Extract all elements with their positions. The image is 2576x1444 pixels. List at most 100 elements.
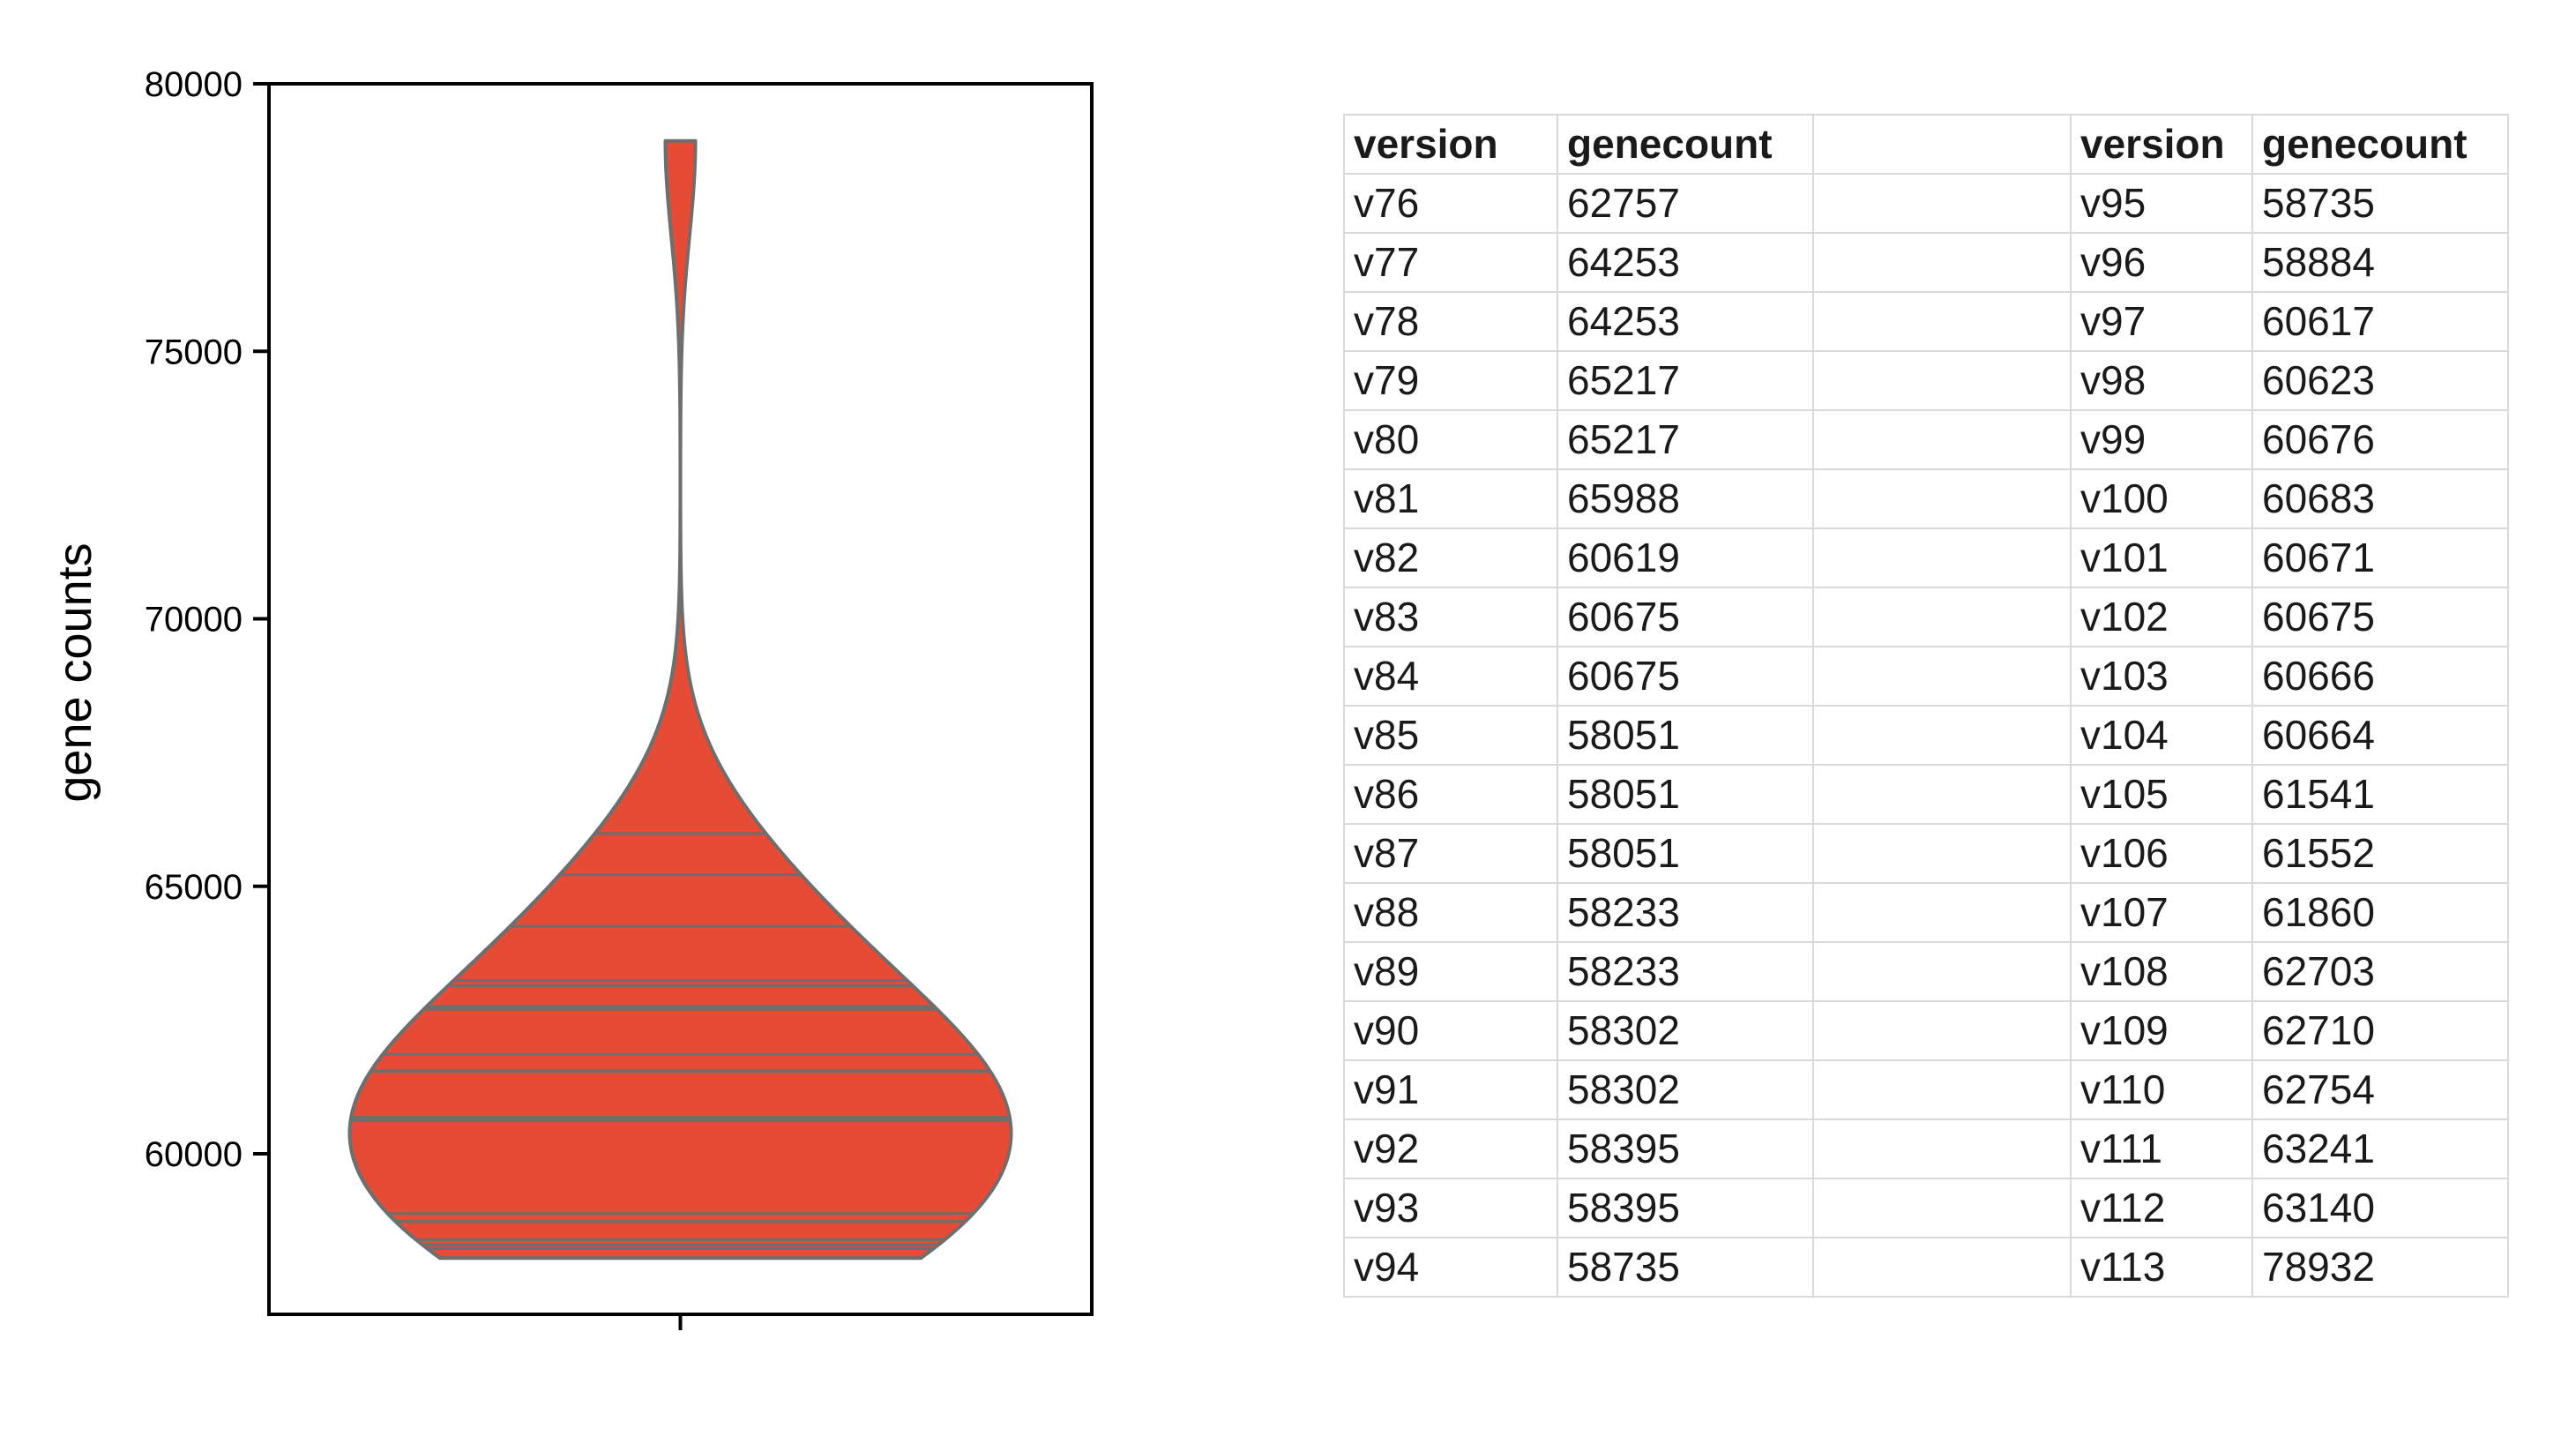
cell-version: v113 (2070, 1237, 2253, 1298)
cell-spacer (1812, 705, 2072, 766)
cell-spacer (1812, 232, 2072, 293)
cell-genecount: 60664 (2251, 705, 2509, 766)
table-row: v93 58395 v112 63140 (1343, 1178, 2509, 1238)
cell-genecount: 65988 (1557, 468, 1814, 529)
table-row: v88 58233 v107 61860 (1343, 882, 2509, 943)
table-row: v83 60675 v102 60675 (1343, 587, 2509, 647)
cell-genecount: 63140 (2251, 1178, 2509, 1238)
axes-layer: 60000 65000 70000 75000 80000 gene counts (49, 65, 1094, 1330)
cell-version: v95 (2070, 173, 2253, 234)
cell-spacer (1812, 764, 2072, 825)
cell-genecount: 61552 (2251, 823, 2509, 884)
gene-count-table: version genecount version genecount v76 6275… (1343, 114, 2509, 1298)
cell-version: v87 (1343, 823, 1558, 884)
cell-genecount: 58051 (1557, 705, 1814, 766)
cell-version: v78 (1343, 291, 1558, 352)
table-row: v80 65217 v99 60676 (1343, 409, 2509, 470)
cell-version: v101 (2070, 527, 2253, 588)
table-row: v85 58051 v104 60664 (1343, 705, 2509, 766)
cell-genecount: 62754 (2251, 1059, 2509, 1120)
y-tick-label-70000: 70000 (145, 601, 243, 640)
cell-version: v91 (1343, 1059, 1558, 1120)
y-tick-label-65000: 65000 (145, 868, 243, 907)
cell-genecount: 58302 (1557, 1059, 1814, 1120)
cell-genecount: 60666 (2251, 646, 2509, 707)
header-version-3: version (2070, 114, 2253, 175)
cell-version: v85 (1343, 705, 1558, 766)
cell-version: v99 (2070, 409, 2253, 470)
table-row: v94 58735 v113 78932 (1343, 1237, 2509, 1298)
table-row: v89 58233 v108 62703 (1343, 941, 2509, 1002)
cell-version: v88 (1343, 882, 1558, 943)
cell-genecount: 65217 (1557, 350, 1814, 411)
cell-spacer (1812, 941, 2072, 1002)
cell-version: v86 (1343, 764, 1558, 825)
cell-genecount: 58302 (1557, 1000, 1814, 1061)
cell-version: v111 (2070, 1119, 2253, 1179)
cell-genecount: 58395 (1557, 1178, 1814, 1238)
cell-genecount: 64253 (1557, 232, 1814, 293)
cell-genecount: 58233 (1557, 882, 1814, 943)
cell-genecount: 64253 (1557, 291, 1814, 352)
cell-spacer (1812, 882, 2072, 943)
table-row: v79 65217 v98 60623 (1343, 350, 2509, 411)
y-tick-label-80000: 80000 (145, 65, 243, 104)
table-body: v76 62757 v95 58735 v77 64253 v96 58884 v78 64253… (1343, 173, 2509, 1298)
cell-version: v97 (2070, 291, 2253, 352)
cell-version: v112 (2070, 1178, 2253, 1238)
cell-version: v105 (2070, 764, 2253, 825)
cell-spacer (1812, 409, 2072, 470)
cell-genecount: 60623 (2251, 350, 2509, 411)
cell-genecount: 60617 (2251, 291, 2509, 352)
header-spacer-2 (1812, 114, 2072, 175)
cell-genecount: 61860 (2251, 882, 2509, 943)
cell-genecount: 61541 (2251, 764, 2509, 825)
cell-spacer (1812, 173, 2072, 234)
cell-version: v108 (2070, 941, 2253, 1002)
cell-spacer (1812, 1237, 2072, 1298)
cell-version: v106 (2070, 823, 2253, 884)
cell-version: v77 (1343, 232, 1558, 293)
cell-genecount: 60676 (2251, 409, 2509, 470)
violin-body (347, 138, 1013, 1261)
cell-version: v80 (1343, 409, 1558, 470)
cell-version: v110 (2070, 1059, 2253, 1120)
cell-genecount: 60675 (1557, 646, 1814, 707)
cell-version: v107 (2070, 882, 2253, 943)
cell-version: v94 (1343, 1237, 1558, 1298)
cell-version: v100 (2070, 468, 2253, 529)
cell-version: v79 (1343, 350, 1558, 411)
cell-version: v92 (1343, 1119, 1558, 1179)
cell-version: v93 (1343, 1178, 1558, 1238)
cell-spacer (1812, 1059, 2072, 1120)
cell-version: v90 (1343, 1000, 1558, 1061)
cell-genecount: 58233 (1557, 941, 1814, 1002)
violin-chart: 60000 65000 70000 75000 80000 gene counts (49, 65, 1094, 1330)
cell-spacer (1812, 1178, 2072, 1238)
cell-version: v104 (2070, 705, 2253, 766)
cell-version: v82 (1343, 527, 1558, 588)
cell-genecount: 60671 (2251, 527, 2509, 588)
table-row: v81 65988 v100 60683 (1343, 468, 2509, 529)
table-row: v78 64253 v97 60617 (1343, 291, 2509, 352)
violin-layer (347, 138, 1013, 1261)
cell-genecount: 62757 (1557, 173, 1814, 234)
cell-spacer (1812, 587, 2072, 647)
cell-genecount: 65217 (1557, 409, 1814, 470)
cell-spacer (1812, 646, 2072, 707)
cell-genecount: 62710 (2251, 1000, 2509, 1061)
cell-spacer (1812, 1119, 2072, 1179)
cell-genecount: 60619 (1557, 527, 1814, 588)
cell-version: v76 (1343, 173, 1558, 234)
cell-version: v102 (2070, 587, 2253, 647)
cell-genecount: 60675 (2251, 587, 2509, 647)
cell-genecount: 58395 (1557, 1119, 1814, 1179)
y-tick-label-60000: 60000 (145, 1135, 243, 1174)
cell-spacer (1812, 527, 2072, 588)
cell-genecount: 63241 (2251, 1119, 2509, 1179)
table-row: v84 60675 v103 60666 (1343, 646, 2509, 707)
cell-version: v83 (1343, 587, 1558, 647)
table-row: v92 58395 v111 63241 (1343, 1119, 2509, 1179)
header-version-0: version (1343, 114, 1558, 175)
cell-spacer (1812, 291, 2072, 352)
